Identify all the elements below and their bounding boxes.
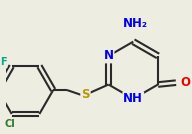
Text: F: F [0, 57, 7, 67]
Text: S: S [81, 88, 90, 101]
Text: Cl: Cl [4, 119, 15, 129]
Text: NH₂: NH₂ [123, 17, 148, 30]
Text: N: N [103, 49, 113, 62]
Text: O: O [180, 76, 190, 89]
Text: NH: NH [123, 92, 143, 105]
